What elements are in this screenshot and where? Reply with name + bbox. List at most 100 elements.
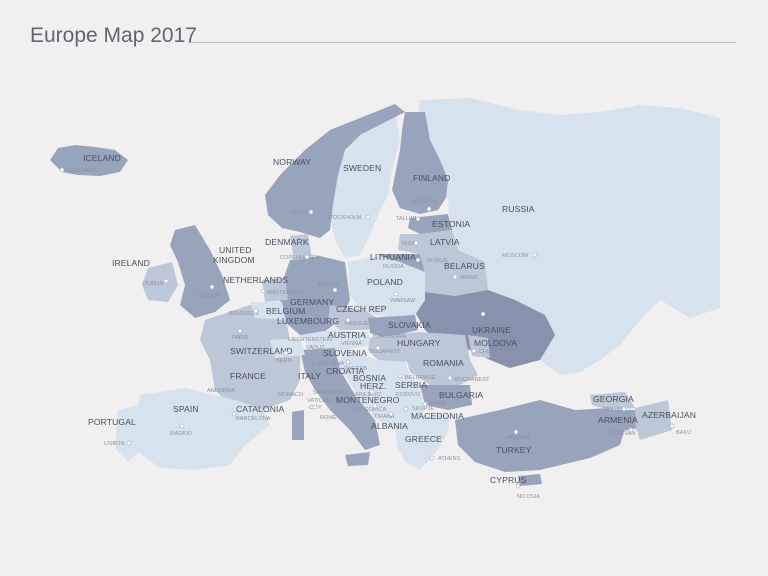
- country-united-kingdom[interactable]: [170, 225, 230, 318]
- label-azerbaijan: AZERBAIJAN: [642, 410, 696, 420]
- label-greece: GREECE: [405, 434, 442, 444]
- label-bucharest: BUCHAREST: [455, 377, 490, 383]
- dot-helsinki: [426, 206, 432, 212]
- label-vaduz: VADUZ: [306, 345, 325, 351]
- label-czech: CZECH REP: [336, 304, 387, 314]
- country-norway[interactable]: [265, 104, 405, 238]
- dot-reykjavik: [59, 167, 65, 173]
- label-bosnia: BOSNIA: [353, 373, 386, 383]
- label-austria: AUSTRIA: [328, 330, 366, 340]
- dot-rome: [312, 404, 318, 410]
- label-paris: PARIS: [232, 335, 249, 341]
- label-warsaw: WARSAW: [390, 298, 416, 304]
- label-moscow: MOSCOW: [502, 253, 529, 259]
- country-portugal[interactable]: [115, 405, 140, 462]
- country-france[interactable]: [200, 305, 300, 410]
- dot-yerevan: [628, 427, 634, 433]
- dot-skopje: [403, 406, 409, 412]
- label-montenegro: MONTENEGRO: [336, 395, 400, 405]
- dot-bern: [283, 350, 289, 356]
- dot-berlin: [332, 287, 338, 293]
- country-greece[interactable]: [395, 415, 450, 470]
- label-belgrade: BELGRADE: [405, 375, 436, 381]
- label-russia-small: RUSSIA: [383, 264, 404, 270]
- dot-madrid: [179, 423, 185, 429]
- dot-nicosia: [515, 483, 521, 489]
- dot-tbilisi: [621, 406, 627, 412]
- label-albania: ALBANIA: [371, 421, 408, 431]
- country-balkans[interactable]: [338, 350, 425, 430]
- label-chisinau: CHISINAU: [479, 349, 506, 355]
- label-germany: GERMANY: [290, 297, 334, 307]
- label-monaco: MONACO: [278, 392, 304, 398]
- country-slovakia[interactable]: [368, 315, 418, 338]
- country-turkey[interactable]: [455, 400, 628, 472]
- label-copenhagen: COPENHAGEN: [280, 255, 320, 261]
- country-latvia[interactable]: [398, 230, 458, 254]
- country-spain[interactable]: [135, 388, 270, 470]
- title-divider: [188, 42, 736, 43]
- label-spain: SPAIN: [173, 404, 199, 414]
- label-uk-1: UNITED: [219, 245, 252, 255]
- label-latvia: LATVIA: [430, 237, 460, 247]
- label-sweden: SWEDEN: [343, 163, 381, 173]
- label-france: FRANCE: [230, 371, 266, 381]
- country-belgium[interactable]: [250, 302, 285, 320]
- label-stockholm: STOCKHOLM: [326, 215, 362, 221]
- label-kiev: KIEV: [479, 317, 492, 323]
- dot-copenhagen: [304, 254, 310, 260]
- country-czech[interactable]: [328, 305, 378, 330]
- dot-stockholm: [365, 214, 371, 220]
- label-berlin: BERLIN: [318, 282, 338, 288]
- dot-moscow: [532, 252, 538, 258]
- country-romania[interactable]: [405, 332, 478, 385]
- label-nicosia: NICOSIA: [517, 494, 540, 500]
- country-ukraine[interactable]: [415, 290, 555, 368]
- label-slovakia: SLOVAKIA: [388, 320, 431, 330]
- label-bratislava: BRATISLAVA: [373, 334, 407, 340]
- country-belarus[interactable]: [420, 250, 488, 296]
- dot-ankara: [513, 429, 519, 435]
- country-russia[interactable]: [415, 98, 720, 375]
- label-croatia: CROATIA: [326, 366, 364, 376]
- label-liechtenstein: LIECHTENSTEIN: [288, 337, 332, 343]
- label-vatican-1: VATICAN: [307, 398, 330, 404]
- country-ireland[interactable]: [142, 262, 178, 302]
- label-podgorica: PODGORICA: [352, 407, 386, 413]
- country-denmark[interactable]: [290, 234, 312, 260]
- dot-bucharest: [447, 375, 453, 381]
- country-azerbaijan[interactable]: [635, 400, 672, 440]
- label-uk-2: KINGDOM: [213, 255, 255, 265]
- label-baku: BAKU: [676, 430, 691, 436]
- dot-athens: [429, 455, 435, 461]
- country-georgia[interactable]: [590, 392, 635, 410]
- label-finland: FINLAND: [413, 173, 450, 183]
- label-cyprus: CYPRUS: [490, 475, 527, 485]
- country-finland[interactable]: [392, 112, 448, 214]
- label-netherlands: NETHERLANDS: [223, 275, 288, 285]
- label-herz: HERZ.: [360, 381, 386, 391]
- label-madrid: MADRID: [170, 431, 192, 437]
- country-netherlands[interactable]: [262, 278, 288, 302]
- country-italy[interactable]: [300, 348, 380, 450]
- country-armenia[interactable]: [612, 410, 638, 432]
- dot-vienna: [359, 336, 365, 342]
- label-ukraine: UKRAINE: [472, 325, 511, 335]
- dot-paris: [237, 328, 243, 334]
- label-switzerland: SWITZERLAND: [230, 346, 293, 356]
- dot-brussels: [253, 308, 259, 314]
- country-poland[interactable]: [348, 256, 425, 318]
- country-switzerland[interactable]: [270, 338, 305, 358]
- country-iceland[interactable]: [50, 145, 128, 176]
- header: Europe Map 2017: [30, 24, 736, 54]
- dot-sofia: [422, 401, 428, 407]
- dot-tirana: [388, 411, 394, 417]
- label-iceland: ICELAND: [83, 153, 121, 163]
- country-bulgaria[interactable]: [420, 385, 472, 410]
- label-hungary: HUNGARY: [397, 338, 441, 348]
- label-prague: PRAGUE: [345, 321, 369, 327]
- dot-oslo: [308, 209, 314, 215]
- country-cyprus[interactable]: [518, 474, 542, 486]
- dot-sarajevo: [369, 389, 375, 395]
- country-austria[interactable]: [300, 330, 372, 350]
